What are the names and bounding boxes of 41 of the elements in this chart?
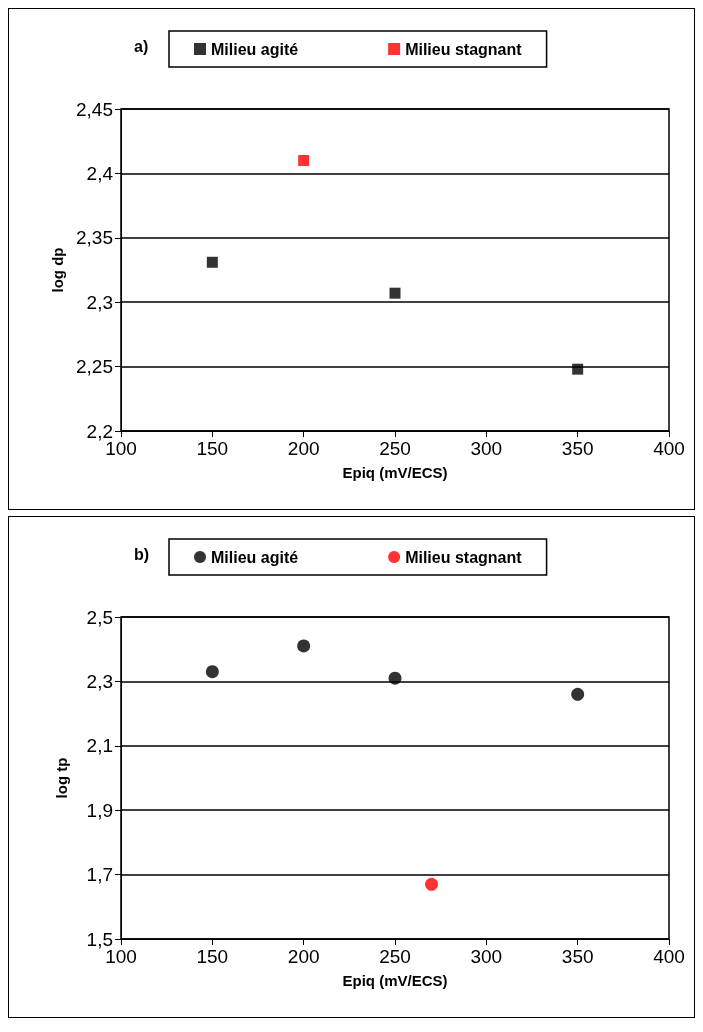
point <box>298 155 310 167</box>
x-tick-label: 350 <box>561 438 594 459</box>
chart-title: b) <box>134 545 150 563</box>
y-tick-label: 2,5 <box>86 606 113 628</box>
chart-title: a) <box>134 37 149 55</box>
x-tick-label: 200 <box>287 438 320 459</box>
y-tick-label: 1,7 <box>86 864 113 886</box>
point <box>389 287 401 299</box>
point <box>388 671 402 685</box>
x-tick-label: 350 <box>561 946 594 967</box>
x-tick-label: 250 <box>379 438 411 459</box>
y-tick-label: 2,1 <box>86 735 113 757</box>
y-tick-label: 2,25 <box>76 356 113 378</box>
x-tick-label: 400 <box>653 946 685 967</box>
x-tick-label: 300 <box>470 438 503 459</box>
point <box>425 877 439 891</box>
y-tick-label: 2,3 <box>86 670 113 692</box>
y-tick-label: 2,35 <box>76 227 113 249</box>
x-tick-label: 150 <box>196 438 229 459</box>
point <box>205 665 219 679</box>
x-axis-title: Epiq (mV/ECS) <box>342 464 448 481</box>
point <box>297 639 311 653</box>
legend-label: Milieu agité <box>211 548 299 566</box>
y-tick-label: 1,9 <box>86 799 113 821</box>
legend-label: Milieu stagnant <box>405 548 523 566</box>
x-tick-label: 150 <box>196 946 229 967</box>
x-tick-label: 300 <box>470 946 503 967</box>
y-tick-label: 2,4 <box>86 162 114 184</box>
legend-label: Milieu agité <box>211 40 299 58</box>
legend-label: Milieu stagnant <box>405 40 523 58</box>
y-axis-title: log tp <box>53 757 70 799</box>
y-tick-label: 2,45 <box>76 98 113 120</box>
y-tick-label: 2,3 <box>86 291 113 313</box>
point <box>572 363 584 375</box>
y-axis-title: log dp <box>49 247 67 293</box>
x-tick-label: 200 <box>287 946 320 967</box>
x-tick-label: 400 <box>653 438 685 459</box>
point <box>206 256 218 268</box>
point <box>571 687 585 701</box>
x-tick-label: 250 <box>379 946 411 967</box>
x-axis-title: Epiq (mV/ECS) <box>342 972 448 989</box>
